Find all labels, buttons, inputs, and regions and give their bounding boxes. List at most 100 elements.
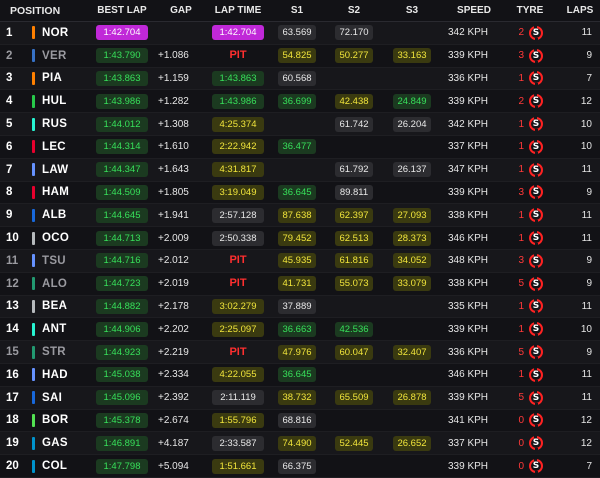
tyre-compound: S	[526, 455, 546, 477]
sector-3: 24.849	[393, 93, 431, 109]
driver-code[interactable]: VER	[42, 49, 67, 62]
speed-value: 339 KPH	[448, 45, 500, 67]
position-number: 1	[6, 26, 13, 39]
header-s2[interactable]: S2	[347, 5, 361, 16]
laps-value: 9	[568, 182, 592, 204]
driver-code[interactable]: OCO	[42, 232, 70, 245]
driver-code[interactable]: NOR	[42, 26, 69, 39]
header-s3[interactable]: S3	[405, 5, 419, 16]
table-row[interactable]: 5 RUS 1:44.012 +1.308 4:25.374 61.742 26.204 34…	[0, 113, 600, 136]
table-row[interactable]: 10 OCO 1:44.713 +2.009 2:50.338 79.452 62.513 2…	[0, 227, 600, 250]
driver-code[interactable]: LEC	[42, 140, 66, 153]
table-row[interactable]: 14 ANT 1:44.906 +2.202 2:25.097 36.663 42.536 3…	[0, 318, 600, 342]
table-row[interactable]: 3 PIA 1:43.863 +1.159 1:43.863 60.568 336 KPH 1…	[0, 67, 600, 91]
gap-value: +2.202	[158, 318, 204, 340]
table-row[interactable]: 6 LEC 1:44.314 +1.610 2:22.942 36.477 337 KPH 1…	[0, 135, 600, 159]
table-row[interactable]: 7 LAW 1:44.347 +1.643 4:31.817 61.792 26.137 34…	[0, 158, 600, 182]
team-color-swatch	[32, 368, 35, 382]
driver-code[interactable]: ANT	[42, 323, 67, 336]
table-row[interactable]: 2 VER 1:43.790 +1.086 PIT 54.825 50.277 33.163 3…	[0, 44, 600, 68]
driver-code[interactable]: STR	[42, 346, 66, 359]
driver-code[interactable]: HAD	[42, 368, 68, 381]
header-lap-time[interactable]: LAP TIME	[214, 5, 262, 16]
team-color-bar	[32, 136, 36, 158]
driver-code[interactable]: HUL	[42, 95, 67, 108]
best-lap: 1:44.314	[96, 139, 148, 155]
header-s1[interactable]: S1	[290, 5, 304, 16]
best-lap: 1:45.378	[96, 412, 148, 428]
soft-tyre-icon: S	[529, 459, 543, 474]
driver-code[interactable]: BOR	[42, 414, 69, 427]
table-row[interactable]: 15 STR 1:44.923 +2.219 PIT 47.976 60.047 32.407…	[0, 341, 600, 364]
sector-3-cell: 33.079	[392, 273, 432, 295]
header-speed[interactable]: SPEED	[457, 5, 491, 16]
tyre-compound: S	[526, 432, 546, 454]
table-row[interactable]: 12 ALO 1:44.723 +2.019 PIT 41.731 55.073 33.079…	[0, 272, 600, 296]
table-row[interactable]: 20 COL 1:47.798 +5.094 1:51.661 66.375 339 KPH…	[0, 455, 600, 478]
driver-code[interactable]: BEA	[42, 300, 68, 313]
soft-tyre-icon: S	[529, 322, 543, 337]
driver-code[interactable]: PIA	[42, 72, 63, 85]
sector-1-cell: 47.976	[278, 341, 316, 363]
table-row[interactable]: 18 BOR 1:45.378 +2.674 1:55.796 68.816 341 KPH…	[0, 409, 600, 433]
best-lap: 1:44.347	[96, 162, 148, 178]
laps-value: 11	[568, 364, 592, 386]
pit-status-cell: PIT	[212, 250, 264, 272]
tyre-age: 3	[512, 45, 524, 67]
speed-value: 347 KPH	[448, 159, 500, 181]
pit-status-cell: PIT	[212, 341, 264, 363]
driver-code[interactable]: RUS	[42, 118, 68, 131]
table-row[interactable]: 13 BEA 1:44.882 +2.178 3:02.279 37.889 335 KPH…	[0, 295, 600, 319]
sector-3-cell: 27.093	[392, 204, 432, 226]
header-best-lap[interactable]: BEST LAP	[97, 5, 147, 16]
sector-3: 32.407	[393, 344, 431, 360]
tyre-age-text: 3	[518, 255, 524, 267]
driver-code[interactable]: SAI	[42, 391, 63, 404]
driver-code[interactable]: LAW	[42, 163, 69, 176]
sector-1: 36.663	[278, 321, 316, 337]
table-row[interactable]: 16 HAD 1:45.038 +2.334 4:22.055 36.645 346 KPH…	[0, 363, 600, 387]
gap-value: +2.019	[158, 273, 204, 295]
team-color-swatch	[32, 277, 35, 291]
sector-2: 50.277	[335, 48, 373, 64]
table-row[interactable]: 8 HAM 1:44.509 +1.805 3:19.049 36.645 89.811 33…	[0, 181, 600, 205]
tyre-compound: S	[526, 273, 546, 295]
laps-text: 12	[580, 414, 592, 426]
driver-code[interactable]: GAS	[42, 437, 68, 450]
table-row[interactable]: 4 HUL 1:43.986 +1.282 1:43.986 36.699 42.438 24…	[0, 90, 600, 114]
speed-value: 339 KPH	[448, 318, 500, 340]
header-gap[interactable]: GAP	[170, 5, 192, 16]
header-tyre[interactable]: TYRE	[516, 5, 544, 16]
header-laps[interactable]: LAPS	[566, 5, 594, 16]
driver-code[interactable]: TSU	[42, 254, 66, 267]
tyre-age: 1	[512, 296, 524, 318]
sector-1-cell: 63.569	[278, 22, 316, 44]
sector-1: 87.638	[278, 207, 316, 223]
best-lap-cell: 1:44.923	[96, 341, 148, 363]
laps-text: 11	[581, 209, 592, 221]
table-row[interactable]: 11 TSU 1:44.716 +2.012 PIT 45.935 61.816 34.052…	[0, 249, 600, 273]
tyre-age: 2	[512, 22, 524, 44]
table-row[interactable]: 19 GAS 1:46.891 +4.187 2:33.587 74.490 52.445 2…	[0, 432, 600, 456]
lap-time-cell: 1:42.704	[212, 22, 264, 44]
gap-text: +1.643	[158, 164, 189, 176]
table-row[interactable]: 17 SAI 1:45.096 +2.392 2:11.119 38.732 65.509 2…	[0, 386, 600, 410]
tyre-age-text: 1	[518, 232, 524, 244]
driver-code[interactable]: COL	[42, 460, 68, 473]
table-row[interactable]: 9 ALB 1:44.645 +1.941 2:57.128 87.638 62.397 27…	[0, 204, 600, 228]
tyre-age: 1	[512, 68, 524, 90]
sector-1-cell: 36.477	[278, 136, 316, 158]
driver-code[interactable]: HAM	[42, 186, 70, 199]
sector-1: 38.732	[278, 390, 316, 406]
sector-2: 61.816	[335, 253, 373, 269]
best-lap-cell: 1:45.038	[96, 364, 148, 386]
soft-tyre-icon: S	[529, 185, 543, 200]
table-row[interactable]: 1 NOR 1:42.704 1:42.704 63.569 72.170 342 KPH 2…	[0, 22, 600, 45]
driver-code[interactable]: ALO	[42, 277, 68, 290]
header-position[interactable]: POSITION	[10, 4, 61, 17]
driver-code[interactable]: ALB	[42, 209, 67, 222]
speed-text: 341 KPH	[448, 414, 489, 426]
soft-tyre-icon: S	[529, 367, 543, 382]
speed-text: 348 KPH	[448, 255, 489, 267]
speed-value: 336 KPH	[448, 68, 500, 90]
